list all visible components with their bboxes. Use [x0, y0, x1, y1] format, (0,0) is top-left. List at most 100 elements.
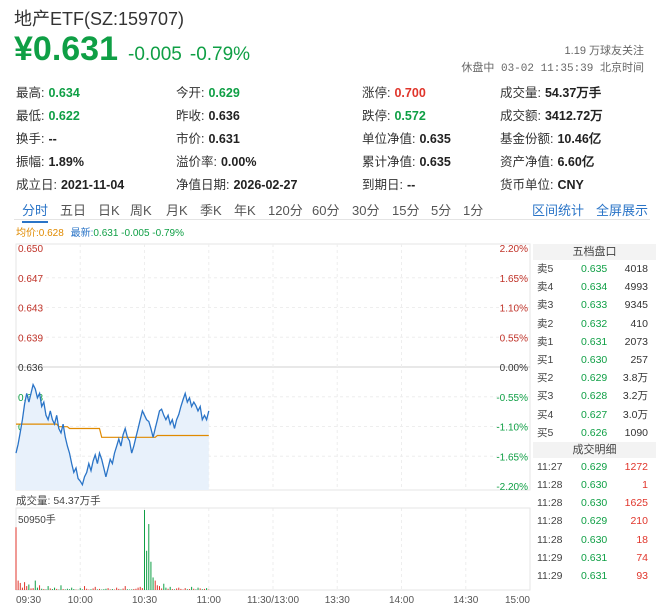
- stat-item: 单位净值: 0.635: [362, 128, 451, 147]
- stat-item: 溢价率: 0.00%: [176, 151, 256, 170]
- tab-12[interactable]: 1分: [463, 203, 484, 218]
- price-tick-label: 0.647: [18, 274, 43, 285]
- price-tick-label: 0.643: [18, 304, 43, 315]
- price-tick-label: 0.633: [18, 393, 43, 404]
- stat-value: 0.635: [419, 155, 451, 169]
- stat-item: 成立日: 2021-11-04: [16, 174, 124, 193]
- market-status: 休盘中 03-02 11:35:39 北京时间: [461, 59, 644, 75]
- trade-time: 11:27: [537, 460, 563, 473]
- fullscreen-link[interactable]: 全屏展示: [596, 203, 649, 218]
- status-label: 休盘中: [461, 62, 495, 74]
- legend-latest-label: 最新:: [70, 228, 94, 239]
- order-level: 买5: [537, 426, 554, 439]
- price-line: [15, 382, 210, 487]
- trade-time: 11:28: [537, 515, 563, 528]
- volume-max-label: 50950手: [18, 513, 56, 526]
- order-price: 0.629: [581, 372, 608, 385]
- stat-label: 货币单位:: [500, 178, 554, 192]
- tab-9[interactable]: 30分: [352, 203, 380, 218]
- stat-value: 54.37万手: [544, 86, 602, 100]
- chart-legend: 均价:0.628 最新:0.631 -0.005 -0.79%: [16, 224, 184, 239]
- pct-tick-label: -2.20%: [496, 482, 528, 493]
- side-panel: 五档盘口 卖5 0.635 4018 卖4 0.634 4993 卖3 0.633 9345 卖2…: [533, 244, 656, 585]
- order-book-title: 五档盘口: [533, 244, 656, 260]
- range-stats-link[interactable]: 区间统计: [532, 203, 585, 218]
- order-qty: 3.8万: [622, 372, 648, 385]
- time-tick-label: 13:30: [325, 595, 350, 606]
- volume-label: 成交量: 54.37万手: [16, 494, 101, 507]
- time-tick-label: 09:30: [16, 595, 41, 606]
- tab-5[interactable]: 季K: [200, 203, 222, 218]
- stat-label: 净值日期:: [176, 178, 230, 192]
- stat-label: 振幅:: [16, 155, 45, 169]
- order-price: 0.632: [581, 317, 608, 330]
- stat-label: 市价:: [176, 132, 205, 146]
- order-level: 卖5: [537, 263, 554, 275]
- order-qty: 4018: [624, 263, 648, 275]
- avg-price-line: [16, 423, 209, 438]
- stat-item: 成交额: 3412.72万: [500, 105, 603, 124]
- trade-time: 11:29: [537, 570, 563, 582]
- order-level: 卖4: [537, 281, 554, 294]
- pct-tick-label: 0.55%: [500, 333, 528, 344]
- tab-8[interactable]: 60分: [312, 203, 340, 218]
- tab-6[interactable]: 年K: [234, 203, 256, 218]
- order-book-row: 买4 0.627 3.0万: [533, 406, 656, 424]
- order-price: 0.630: [581, 353, 608, 366]
- stat-label: 到期日:: [362, 178, 403, 192]
- order-qty: 4993: [624, 281, 648, 294]
- tab-11[interactable]: 5分: [431, 203, 452, 218]
- order-price: 0.626: [581, 426, 608, 439]
- stats-row: 成立日: 2021-11-04 净值日期: 2026-02-27 到期日: -- 货币单位:…: [16, 174, 648, 197]
- order-qty: 2073: [624, 335, 648, 348]
- tab-0[interactable]: 分时: [22, 200, 49, 223]
- tab-2[interactable]: 日K: [98, 203, 120, 218]
- stats-row: 换手: -- 市价: 0.631 单位净值: 0.635 基金份额: 10.46亿: [16, 128, 648, 151]
- tab-3[interactable]: 周K: [130, 203, 152, 218]
- stat-value: 0.634: [48, 86, 80, 100]
- tab-4[interactable]: 月K: [166, 203, 188, 218]
- legend-latest: 最新:0.631 -0.005 -0.79%: [71, 228, 184, 239]
- order-level: 卖2: [537, 317, 554, 330]
- order-book-row: 卖2 0.632 410: [533, 315, 656, 333]
- stat-value: 0.00%: [220, 155, 257, 169]
- trade-qty: 1272: [624, 460, 648, 473]
- tab-7[interactable]: 120分: [268, 203, 303, 218]
- stat-value: 1.89%: [48, 155, 84, 169]
- stat-item: 昨收: 0.636: [176, 105, 240, 124]
- trade-row: 11:28 0.630 1: [533, 476, 656, 494]
- stats-row: 最低: 0.622 昨收: 0.636 跌停: 0.572 成交额: 3412.72万: [16, 105, 648, 128]
- stat-item: 跌停: 0.572: [362, 105, 426, 124]
- time-tick-label: 10:30: [132, 595, 157, 606]
- time-tick-label: 14:30: [453, 595, 478, 606]
- trade-time: 11:28: [537, 497, 563, 510]
- pct-tick-label: -1.65%: [496, 452, 528, 463]
- order-price: 0.631: [581, 335, 608, 348]
- chart-frame: [15, 243, 531, 491]
- stat-label: 跌停:: [362, 109, 391, 123]
- trade-qty: 210: [630, 515, 648, 528]
- trade-row: 11:29 0.631 93: [533, 567, 656, 585]
- order-qty: 9345: [624, 299, 648, 312]
- order-qty: 410: [630, 317, 648, 330]
- trade-row: 11:29 0.631 74: [533, 549, 656, 567]
- stat-label: 单位净值:: [362, 132, 416, 146]
- follow-count[interactable]: 1.19 万球友关注: [564, 45, 644, 57]
- tab-10[interactable]: 15分: [392, 203, 420, 218]
- time-tick-label: 15:00: [505, 595, 530, 606]
- stat-label: 成交额:: [500, 109, 541, 123]
- stat-value: 6.60亿: [557, 155, 595, 169]
- stat-value: 0.622: [48, 109, 80, 123]
- current-price: ¥0.631: [14, 30, 118, 68]
- order-book: 卖5 0.635 4018 卖4 0.634 4993 卖3 0.633 9345 卖2 0.632…: [533, 260, 656, 442]
- trade-price: 0.629: [581, 460, 608, 473]
- volume-frame: [15, 507, 531, 591]
- trade-row: 11:27 0.629 1272: [533, 458, 656, 476]
- tab-1[interactable]: 五日: [60, 203, 87, 218]
- order-price: 0.634: [581, 281, 608, 294]
- order-book-row: 买1 0.630 257: [533, 351, 656, 369]
- stat-item: 涨停: 0.700: [362, 82, 426, 101]
- order-qty: 1090: [624, 426, 648, 439]
- time-tick-label: 10:00: [68, 595, 93, 606]
- legend-avg-value: 0.628: [38, 228, 64, 239]
